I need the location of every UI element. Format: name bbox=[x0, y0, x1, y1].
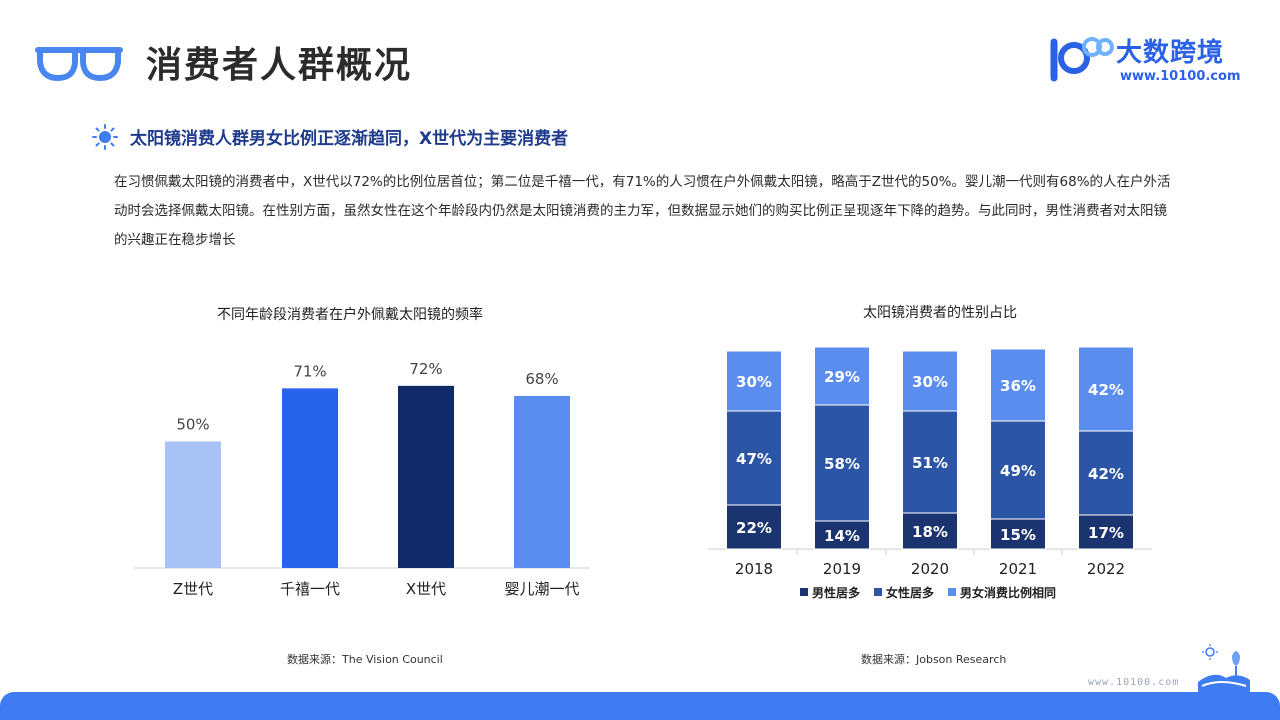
segment-0-0 bbox=[726, 504, 782, 550]
year-label: 2018 bbox=[735, 560, 773, 578]
bar-value-label: 50% bbox=[176, 416, 209, 434]
sun-icon bbox=[92, 124, 118, 150]
legend-swatch bbox=[874, 588, 882, 596]
segment-2-1 bbox=[814, 346, 870, 406]
legend-swatch bbox=[800, 588, 808, 596]
bar-0 bbox=[165, 441, 221, 568]
segment-1-4 bbox=[1078, 430, 1134, 516]
chart1-title: 不同年龄段消费者在户外佩戴太阳镜的频率 bbox=[217, 307, 483, 323]
segment-value-label: 49% bbox=[1000, 462, 1036, 480]
segment-1-0 bbox=[726, 410, 782, 506]
bar-1 bbox=[282, 388, 338, 568]
page-title: 消费者人群概况 bbox=[146, 45, 413, 86]
year-label: 2020 bbox=[911, 560, 949, 578]
bar-3 bbox=[514, 395, 570, 568]
legend-label: 男性居多 bbox=[812, 585, 860, 600]
segment-value-label: 30% bbox=[912, 373, 948, 391]
age-group-bar-chart: 50% Z世代 71% 千禧一代 72% X世代 68% 婴儿潮一代 bbox=[134, 360, 590, 598]
bar-value-label: 72% bbox=[409, 360, 442, 378]
legend-label: 女性居多 bbox=[886, 585, 934, 600]
footer-band bbox=[0, 692, 1280, 720]
chart2-source: 数据来源：Jobson Research bbox=[861, 653, 1007, 666]
segment-value-label: 42% bbox=[1088, 381, 1124, 399]
segment-value-label: 17% bbox=[1088, 524, 1124, 542]
segment-2-2 bbox=[902, 350, 958, 412]
brand-logo[interactable]: 大数跨境 www.10100.com bbox=[1044, 32, 1254, 88]
segment-0-1 bbox=[814, 520, 870, 550]
year-label: 2019 bbox=[823, 560, 861, 578]
bar-value-label: 68% bbox=[525, 370, 558, 388]
legend-swatch bbox=[948, 588, 956, 596]
segment-2-0 bbox=[726, 350, 782, 412]
segment-1-2 bbox=[902, 410, 958, 514]
logo-mark-icon bbox=[1050, 37, 1114, 82]
category-label: Z世代 bbox=[173, 580, 213, 598]
glasses-icon bbox=[35, 47, 123, 81]
segment-value-label: 30% bbox=[736, 373, 772, 391]
gender-stacked-bar-chart: 22% 47% 30% 2018 14% 58% 29% 2019 18% 51% 30% 2020 1… bbox=[708, 346, 1152, 600]
segment-value-label: 42% bbox=[1088, 465, 1124, 483]
landscape-decoration-icon bbox=[1198, 644, 1250, 692]
segment-value-label: 29% bbox=[824, 368, 860, 386]
category-label: X世代 bbox=[406, 580, 446, 598]
chart2-title: 太阳镜消费者的性别占比 bbox=[863, 305, 1017, 321]
year-label: 2022 bbox=[1087, 560, 1125, 578]
segment-1-3 bbox=[990, 420, 1046, 520]
logo-name: 大数跨境 bbox=[1116, 38, 1225, 68]
chart1-source: 数据来源：The Vision Council bbox=[287, 653, 443, 666]
segment-0-2 bbox=[902, 512, 958, 550]
section-subtitle: 太阳镜消费人群男女比例正逐渐趋同，X世代为主要消费者 bbox=[130, 129, 569, 149]
segment-value-label: 22% bbox=[736, 519, 772, 537]
logo-url: www.10100.com bbox=[1120, 69, 1241, 84]
segment-value-label: 14% bbox=[824, 527, 860, 545]
segment-value-label: 58% bbox=[824, 455, 860, 473]
segment-value-label: 15% bbox=[1000, 526, 1036, 544]
legend-label: 男女消费比例相同 bbox=[960, 585, 1056, 600]
segment-0-3 bbox=[990, 518, 1046, 550]
segment-value-label: 18% bbox=[912, 523, 948, 541]
segment-value-label: 51% bbox=[912, 454, 948, 472]
category-label: 千禧一代 bbox=[280, 580, 340, 598]
bar-value-label: 71% bbox=[293, 362, 326, 380]
category-label: 婴儿潮一代 bbox=[504, 580, 579, 598]
segment-value-label: 36% bbox=[1000, 377, 1036, 395]
section-paragraph: 在习惯佩戴太阳镜的消费者中，X世代以72%的比例位居首位；第二位是千禧一代，有7… bbox=[114, 174, 1171, 248]
segment-value-label: 47% bbox=[736, 450, 772, 468]
footer-url: www.10100.com bbox=[1088, 677, 1180, 688]
segment-2-3 bbox=[990, 348, 1046, 422]
segment-1-1 bbox=[814, 404, 870, 522]
segment-2-4 bbox=[1078, 346, 1134, 432]
bar-2 bbox=[398, 385, 454, 568]
segment-0-4 bbox=[1078, 514, 1134, 550]
year-label: 2021 bbox=[999, 560, 1037, 578]
